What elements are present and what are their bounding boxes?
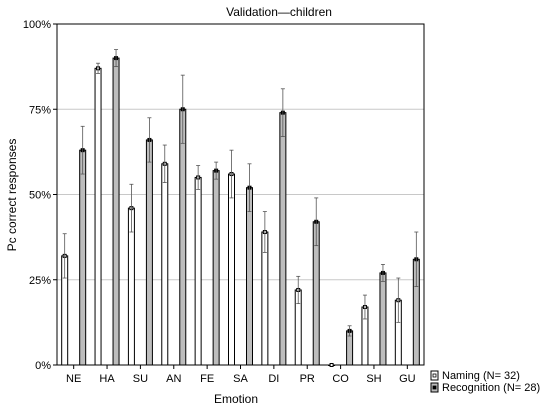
y-tick-label: 25%	[29, 275, 51, 287]
plot-area: 0% 25% 50% 75% 100% NE HA SU AN FE SA DI PR CO SH GU	[23, 19, 425, 385]
x-tick-label: AN	[166, 373, 181, 385]
x-tick-label: CO	[332, 373, 349, 385]
bar-recognition	[379, 272, 387, 366]
bar-recognition	[246, 187, 253, 366]
chart-title: Validation—children	[226, 5, 332, 19]
y-tick-label: 0%	[35, 360, 51, 372]
legend-marker	[432, 373, 437, 378]
x-tick-label: HA	[99, 373, 115, 385]
x-tick-label: NE	[66, 373, 81, 385]
legend-label: Recognition (N= 28)	[442, 382, 540, 394]
x-tick-label: SU	[133, 373, 148, 385]
bar-recognition	[145, 139, 153, 366]
bar-naming	[161, 163, 169, 366]
x-tick-label: SA	[233, 373, 248, 385]
bar-recognition	[212, 170, 220, 366]
legend-label: Naming (N= 32)	[442, 370, 520, 382]
y-tick-label: 50%	[29, 190, 51, 202]
bar-naming	[194, 176, 202, 366]
x-tick-label: FE	[200, 373, 214, 385]
y-tick-label: 75%	[29, 104, 51, 116]
x-tick-label: DI	[268, 373, 279, 385]
x-tick-label: GU	[399, 373, 416, 385]
y-tick-label: 100%	[23, 19, 51, 31]
x-tick-label: PR	[300, 373, 315, 385]
y-axis-title: Pc correct responses	[5, 139, 19, 252]
mean-marker	[329, 363, 334, 367]
bar-naming	[228, 173, 235, 366]
bar-recognition	[179, 108, 187, 366]
x-tick-label: SH	[366, 373, 381, 385]
bar-naming	[94, 67, 102, 366]
legend-marker	[432, 385, 437, 390]
bar-recognition	[112, 57, 120, 366]
bar-recognition	[79, 149, 87, 366]
x-axis-title: Emotion	[214, 392, 258, 406]
legend: Naming (N= 32)Recognition (N= 28)	[430, 370, 540, 394]
bar-recognition	[279, 112, 287, 366]
